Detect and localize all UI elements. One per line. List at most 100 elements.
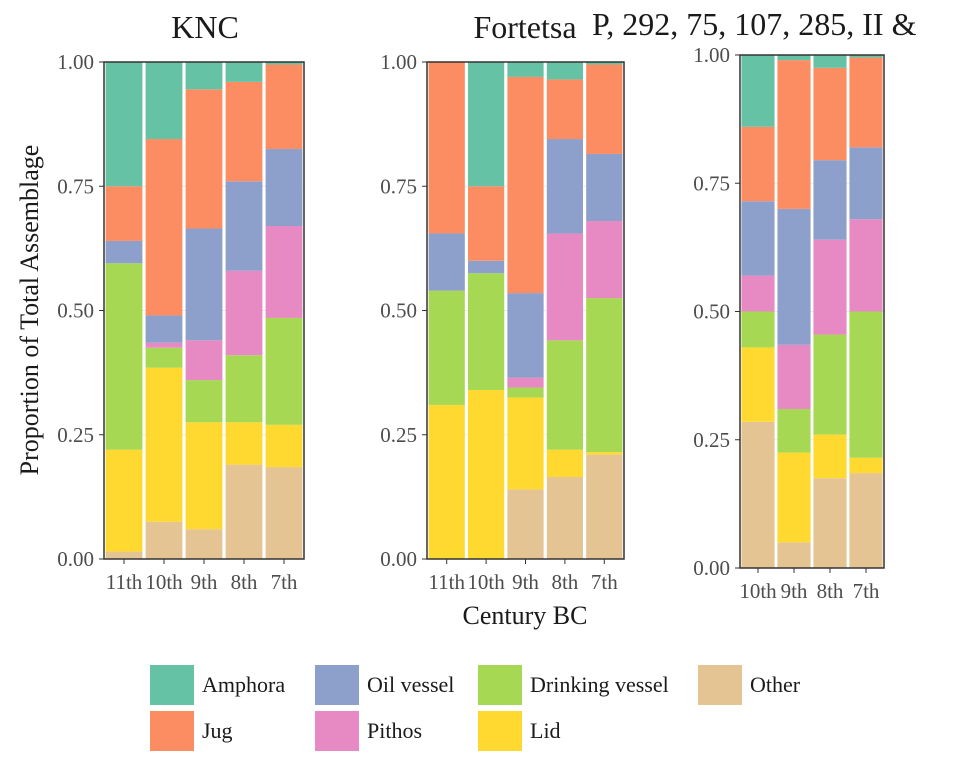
bar-segment-amphora <box>145 62 183 140</box>
legend-swatch <box>478 665 522 705</box>
bar-segment-amphora <box>546 62 584 80</box>
bar-segment-lid <box>467 390 505 559</box>
bar-segment-pithos <box>586 221 623 299</box>
legend-swatch <box>315 711 359 751</box>
y-tick-label: 0.75 <box>380 174 417 198</box>
facet-panels: 11th 10th 9th 8th 7th0.000.250.500.751.00KNC… <box>57 6 916 603</box>
bar-segment-lid <box>105 449 143 552</box>
bar-segment-drinking-vessel <box>586 298 623 453</box>
bar-segment-lid <box>546 449 584 477</box>
y-tick-label: 0.50 <box>380 299 417 323</box>
bar-segment-jug <box>145 139 183 316</box>
bar-segment-lid <box>265 424 303 468</box>
bar-segment-other <box>145 521 183 559</box>
bar-segment-amphora <box>741 55 775 127</box>
legend-swatch <box>315 665 359 705</box>
bar-segment-oil-vessel <box>105 240 143 264</box>
legend-label: Drinking vessel <box>530 672 669 697</box>
bar-segment-other <box>813 478 847 568</box>
y-tick-label: 0.25 <box>57 423 94 447</box>
bar-segment-amphora <box>777 55 811 61</box>
bar-segment-amphora <box>467 62 505 187</box>
bar-segment-pithos <box>813 239 847 335</box>
legend-item-drinking-vessel: Drinking vessel <box>478 663 669 707</box>
bar-segment-amphora <box>849 55 883 58</box>
bar-segment-amphora <box>105 62 143 187</box>
bar-segment-other <box>546 476 584 559</box>
bar-segment-lid <box>741 347 775 422</box>
y-tick-label: 0.75 <box>57 174 94 198</box>
bar-segment-oil-vessel <box>849 147 883 220</box>
bar-segment-jug <box>428 62 465 234</box>
bar-segment-drinking-vessel <box>507 387 544 398</box>
y-tick-label: 0.00 <box>57 547 94 571</box>
bar-segment-amphora <box>586 62 623 65</box>
bar-segment-drinking-vessel <box>849 311 883 458</box>
panel-title: P, 292, 75, 107, 285, II & <box>592 6 917 42</box>
x-tick-label: 11th <box>428 570 465 594</box>
legend-item-other: Other <box>698 663 800 707</box>
bar-segment-lid <box>145 367 183 522</box>
y-tick-label: 1.00 <box>57 50 94 74</box>
y-tick-label: 0.50 <box>693 300 730 324</box>
bar-segment-oil-vessel <box>428 233 465 291</box>
legend-label: Amphora <box>202 672 286 697</box>
bar-segment-oil-vessel <box>145 315 183 343</box>
bar-segment-jug <box>467 186 505 261</box>
bar-segment-other <box>225 464 263 559</box>
bar-segment-lid <box>507 397 544 490</box>
legend-item-pithos: Pithos <box>315 709 422 753</box>
y-tick-label: 1.00 <box>380 50 417 74</box>
legend-item-amphora: Amphora <box>150 663 285 707</box>
bar-segment-drinking-vessel <box>777 408 811 453</box>
bar-segment-drinking-vessel <box>225 355 263 423</box>
bar-segment-oil-vessel <box>225 181 263 271</box>
bar-segment-drinking-vessel <box>145 347 183 368</box>
legend-swatch <box>478 711 522 751</box>
x-tick-label: 7th <box>591 570 618 594</box>
bar-segment-other <box>777 542 811 568</box>
bar-segment-pithos <box>185 340 223 381</box>
bar-segment-pithos <box>741 275 775 312</box>
bar-segment-amphora <box>185 62 223 90</box>
y-tick-label: 0.75 <box>693 171 730 195</box>
bar-segment-amphora <box>225 62 263 82</box>
x-tick-label: 11th <box>106 570 143 594</box>
bar-segment-drinking-vessel <box>467 273 505 391</box>
x-tick-label: 8th <box>231 570 258 594</box>
legend-swatch <box>698 665 742 705</box>
y-axis-title: Proportion of Total Assemblage <box>15 145 44 476</box>
bar-segment-jug <box>507 76 544 294</box>
y-tick-label: 0.25 <box>380 423 417 447</box>
bar-segment-oil-vessel <box>586 153 623 222</box>
bar-segment-lid <box>225 422 263 465</box>
panel-2: 10th 9th 8th 7th 0.00 0.25 0.50 0.75 1.00P, 292,… <box>592 6 917 603</box>
panel-1: 11th 10th 9th 8th 7th 0.00 0.25 0.50 0.75 1.00 For… <box>380 9 625 594</box>
panel-0: 11th 10th 9th 8th 7th 0.00 0.25 0.50 0.75 1.00 KNC <box>57 9 305 594</box>
bar-segment-other <box>741 421 775 568</box>
bar-segment-amphora <box>507 62 544 77</box>
bar-segment-oil-vessel <box>185 228 223 341</box>
bar-segment-drinking-vessel <box>428 290 465 405</box>
bar-segment-drinking-vessel <box>185 380 223 423</box>
bar-segment-jug <box>105 186 143 241</box>
legend-swatch <box>150 711 194 751</box>
legend: Amphora Oil vessel Drinking vessel Other Jug… <box>150 663 850 753</box>
bar-segment-drinking-vessel <box>813 334 847 435</box>
legend-label: Jug <box>202 718 233 743</box>
bar-segment-other <box>105 551 143 559</box>
x-tick-label: 7th <box>271 570 298 594</box>
legend-label: Lid <box>530 718 561 743</box>
bar-segment-pithos <box>849 219 883 312</box>
legend-label: Pithos <box>367 718 423 743</box>
bar-segment-amphora <box>265 62 303 65</box>
bar-segment-lid <box>428 404 465 559</box>
bar-segment-lid <box>849 457 883 474</box>
legend-item-lid: Lid <box>478 709 561 753</box>
x-tick-label: 10th <box>467 570 505 594</box>
legend-item-oil-vessel: Oil vessel <box>315 663 454 707</box>
x-tick-label: 7th <box>853 579 880 603</box>
bar-segment-other <box>586 454 623 559</box>
bar-segment-pithos <box>225 270 263 356</box>
panel-title: KNC <box>171 9 239 45</box>
